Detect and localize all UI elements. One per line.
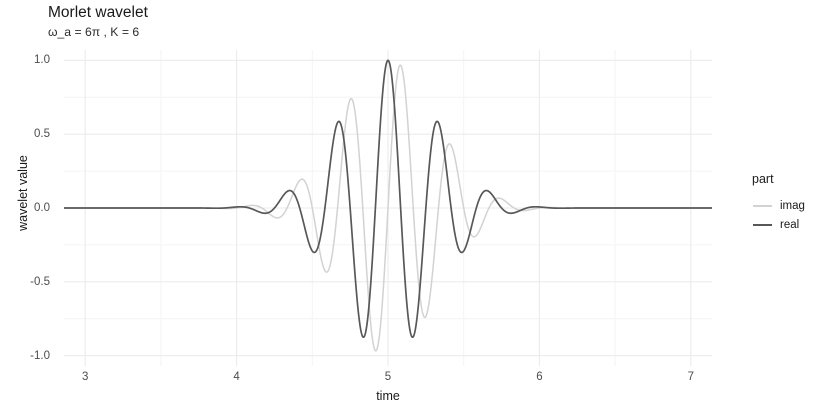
x-tick-label: 7	[687, 371, 694, 383]
x-tick-label: 6	[536, 371, 543, 383]
x-tick-label: 4	[233, 371, 240, 383]
legend-items: imag real	[752, 196, 824, 234]
y-tick-label: -1.0	[30, 349, 50, 362]
y-tick-label: 1.0	[34, 54, 50, 67]
legend-title: part	[752, 172, 774, 186]
legend-key-real	[752, 216, 773, 233]
y-tick-label: -0.5	[30, 275, 50, 288]
legend: part imag real	[752, 172, 824, 234]
y-axis-tick-labels: -1.0 -0.5 0.0 0.5 1.0	[0, 50, 58, 366]
x-tick-label: 5	[384, 371, 392, 383]
x-axis-tick-labels: 3 4 5 6 7	[64, 371, 712, 389]
legend-line-swatch	[753, 224, 772, 226]
y-axis-title: wavelet value	[16, 155, 30, 231]
x-tick-label: 3	[81, 371, 89, 383]
legend-label: imag	[780, 199, 805, 212]
y-tick-label: 0.5	[34, 128, 50, 141]
x-axis-title: time	[376, 389, 400, 403]
plot-panel	[64, 50, 712, 366]
legend-line-swatch	[753, 205, 772, 207]
series-line-real	[64, 59, 712, 339]
plot-svg	[64, 50, 712, 366]
legend-label: real	[780, 218, 800, 231]
legend-item-imag[interactable]: imag	[752, 196, 824, 215]
legend-key-imag	[752, 197, 773, 214]
y-tick-label: 0.0	[34, 202, 50, 214]
legend-item-real[interactable]: real	[752, 215, 824, 234]
chart-title: Morlet wavelet	[48, 4, 148, 21]
chart-subtitle: ω_a = 6π , K = 6	[48, 25, 140, 39]
